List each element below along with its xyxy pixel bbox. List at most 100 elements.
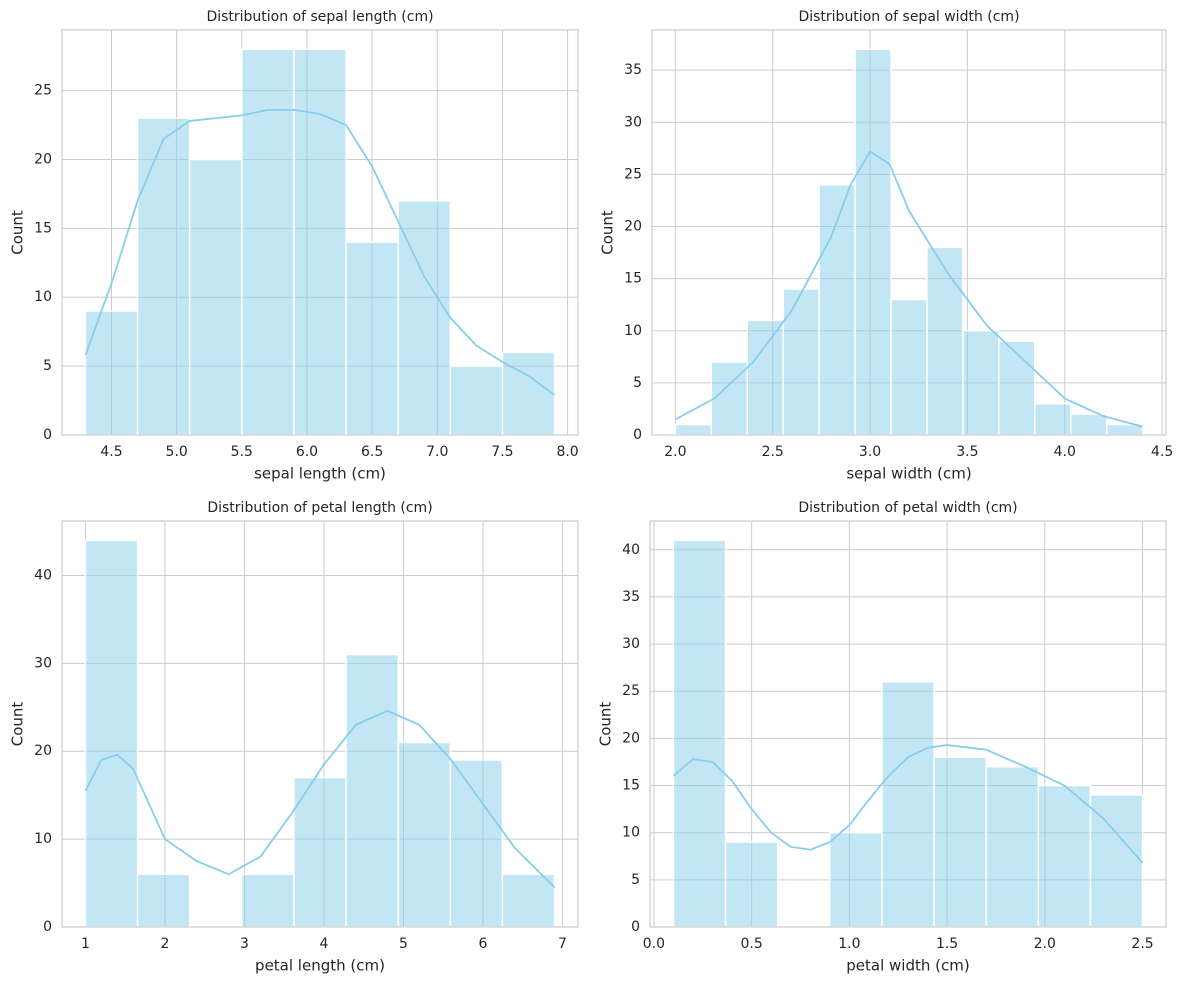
x-tick-label: 7.5 [491,444,513,460]
y-tick-label: 40 [622,542,640,558]
bar [1070,413,1108,436]
x-tick-label: 3.0 [859,444,881,460]
bar [449,759,504,928]
bar [293,776,347,928]
y-tick-label: 25 [622,683,640,699]
x-tick-label: 0.0 [643,936,665,952]
bar [84,539,139,928]
bar [397,741,452,928]
y-tick-label: 0 [633,427,642,443]
x-tick-label: 2.0 [1034,936,1056,952]
bar [1089,794,1144,928]
subplot-title: Distribution of petal length (cm) [207,500,432,516]
subplot-title: Distribution of sepal length (cm) [206,9,433,25]
y-tick-label: 10 [622,825,640,841]
x-tick-label: 7.0 [426,444,448,460]
x-axis-label: sepal width (cm) [846,465,971,483]
y-tick-label: 5 [43,358,52,374]
y-tick-label: 40 [34,567,52,583]
bar [674,423,713,436]
x-axis-label: sepal length (cm) [254,465,386,483]
y-tick-label: 20 [622,730,640,746]
subplot-title: Distribution of petal width (cm) [798,500,1017,516]
bar [84,310,139,436]
subplot: 0 5 10 15 20 25 30 35 40 0.0 0.5 1.0 1.5 2.0 2.5 Distri… [597,500,1167,975]
kde-line [672,744,1144,864]
y-tick-label: 30 [622,636,640,652]
bar [501,351,556,436]
x-tick-label: 2.5 [762,444,784,460]
y-tick-label: 5 [633,375,642,391]
x-tick-label: 1.0 [838,936,860,952]
kde-line [84,709,556,889]
bar [782,288,820,436]
x-tick-label: 0.5 [741,936,763,952]
x-tick-label: 6.5 [361,444,383,460]
x-tick-label: 2.5 [1131,936,1153,952]
x-tick-label: 1 [81,936,90,952]
bar [746,319,784,436]
axes-frame [649,520,1167,928]
x-tick-label: 2.0 [664,444,686,460]
x-tick-label: 5.5 [231,444,253,460]
y-axis-label: Count [597,702,615,747]
y-tick-label: 10 [34,289,52,305]
bar [926,246,964,436]
y-tick-label: 20 [624,219,642,235]
y-tick-label: 5 [631,872,640,888]
bar [241,873,295,928]
x-axis-label: petal length (cm) [255,957,385,975]
x-tick-label: 6.0 [296,444,318,460]
x-tick-label: 3.5 [956,444,978,460]
bar [345,241,399,436]
bar [136,873,191,928]
axes-frame [61,520,579,928]
kde-line [674,150,1143,428]
bar [854,48,892,436]
bar [501,873,556,928]
bar [998,340,1036,436]
x-tick-label: 7 [558,936,567,952]
axes-frame [651,29,1167,436]
bar [1034,402,1072,436]
bar [933,756,987,928]
x-tick-label: 2 [161,936,170,952]
y-tick-label: 0 [43,919,52,935]
x-tick-label: 5.0 [166,444,188,460]
y-tick-label: 15 [34,220,52,236]
x-tick-label: 4.0 [1054,444,1076,460]
y-tick-label: 20 [34,151,52,167]
bar [890,298,928,436]
bar [881,681,935,928]
y-tick-label: 15 [622,778,640,794]
y-tick-label: 30 [34,655,52,671]
x-tick-label: 4.5 [100,444,122,460]
bar [293,48,347,436]
bar [449,365,504,436]
y-tick-label: 0 [631,919,640,935]
bar [818,184,856,436]
subplot-title: Distribution of sepal width (cm) [798,9,1019,25]
subplot: 0 10 20 30 40 1 2 3 4 5 6 7 Distribution of petal le… [9,500,579,975]
bar [985,765,1040,928]
x-axis-label: petal width (cm) [846,957,969,975]
y-tick-label: 10 [624,323,642,339]
y-tick-label: 25 [34,83,52,99]
bar [829,831,883,928]
bar [724,841,779,928]
x-tick-label: 8.0 [556,444,578,460]
x-tick-label: 1.5 [936,936,958,952]
bar [672,539,727,928]
bar [136,117,191,436]
axes-frame [61,29,579,436]
bar [962,330,1000,436]
y-axis-label: Count [9,702,27,747]
y-tick-label: 0 [43,427,52,443]
x-tick-label: 6 [479,936,488,952]
bar [188,158,243,436]
subplot: 0 5 10 15 20 25 4.5 5.0 5.5 6.0 6.5 7.0 7.5 8.0 Distri… [9,9,579,483]
x-tick-label: 5 [399,936,408,952]
bar [241,48,295,436]
subplot: 0 5 10 15 20 25 30 35 2.0 2.5 3.0 3.5 4.0 4.5 Distribu… [599,9,1174,483]
y-tick-label: 35 [622,589,640,605]
